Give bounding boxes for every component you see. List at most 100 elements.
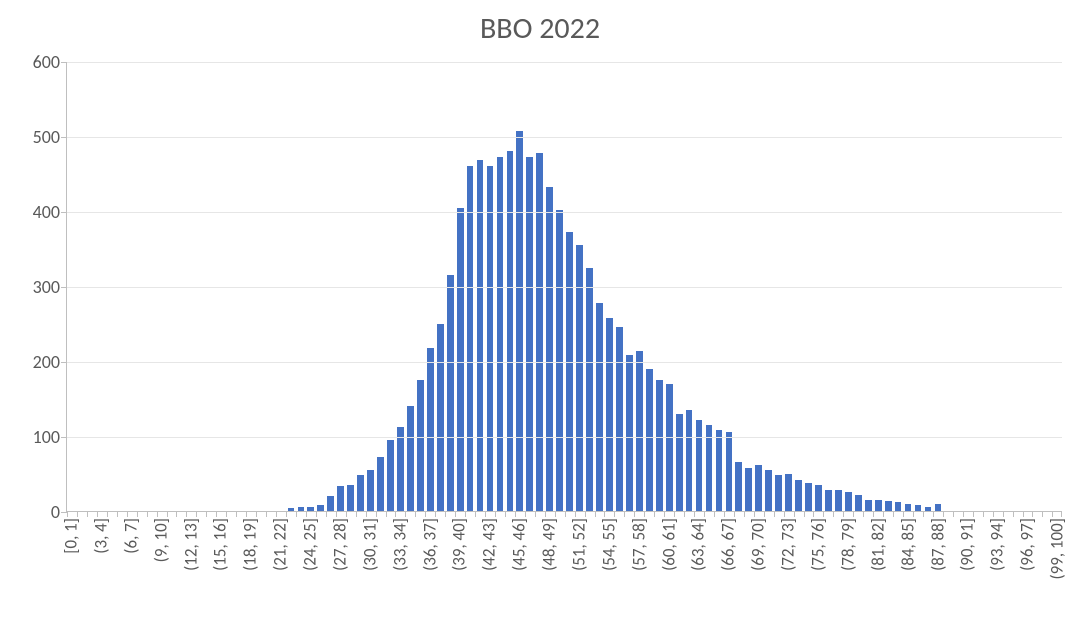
x-tick-mark [77,511,78,517]
plot-area [66,62,1062,512]
x-tick-mark [1032,511,1033,517]
bar [317,505,324,511]
bar [367,470,374,511]
x-tick-label: (42, 43] [479,518,500,571]
x-tick-mark [634,511,635,517]
bar [546,187,553,511]
x-tick-mark [515,511,516,517]
x-tick-mark [843,511,844,517]
x-tick-label: (96, 97] [1017,518,1038,571]
x-tick-mark [734,511,735,517]
x-tick-mark [196,511,197,517]
x-tick-mark [286,511,287,517]
bar [298,507,305,512]
x-tick-mark [176,511,177,517]
x-tick-mark [316,511,317,517]
x-tick-mark [276,511,277,517]
bar [716,430,723,511]
bar [915,505,922,511]
bar [457,208,464,511]
x-tick-mark [724,511,725,517]
x-tick-label: (18, 19] [240,518,261,571]
x-tick-mark [714,511,715,517]
bar [726,432,733,511]
x-tick-mark [963,511,964,517]
y-tick-label: 300 [8,276,60,298]
bar [666,384,673,512]
x-tick-mark [1003,511,1004,517]
bar [735,462,742,511]
bar [357,475,364,511]
y-tick-label: 400 [8,201,60,223]
x-tick-mark [674,511,675,517]
x-tick-mark [684,511,685,517]
x-tick-mark [67,511,68,517]
x-tick-mark [754,511,755,517]
bar [536,153,543,512]
gridline [67,362,1062,363]
bar [696,420,703,512]
x-tick-label: (57, 58] [628,518,649,571]
x-tick-mark [445,511,446,517]
x-tick-label: (9, 10] [150,518,171,562]
x-tick-label: (12, 13] [180,518,201,571]
bar [676,414,683,512]
x-tick-label: (36, 37] [419,518,440,571]
x-tick-label: (21, 22] [270,518,291,571]
x-tick-label: (6, 7] [120,518,141,554]
x-tick-mark [186,511,187,517]
x-tick-mark [167,511,168,517]
gridline [67,437,1062,438]
bar [646,369,653,512]
y-tick-mark [61,362,67,363]
bar [825,490,832,511]
x-tick-mark [206,511,207,517]
x-tick-mark [535,511,536,517]
x-tick-mark [644,511,645,517]
x-tick-label: (54, 55] [598,518,619,571]
x-tick-mark [465,511,466,517]
bar [467,166,474,511]
x-tick-mark [485,511,486,517]
bar [686,410,693,511]
x-tick-label: (99, 100] [1047,518,1068,580]
bar [745,468,752,512]
x-tick-mark [813,511,814,517]
x-tick-mark [127,511,128,517]
y-tick-mark [61,287,67,288]
x-tick-mark [764,511,765,517]
bar [795,480,802,512]
x-tick-mark [585,511,586,517]
x-tick-mark [983,511,984,517]
gridline [67,62,1062,63]
bar [885,501,892,512]
x-tick-mark [873,511,874,517]
bar [865,500,872,511]
x-tick-label: (51, 52] [568,518,589,571]
x-tick-label: (81, 82] [867,518,888,571]
x-tick-mark [1061,511,1062,517]
x-tick-label: (90, 91] [957,518,978,571]
y-tick-label: 500 [8,126,60,148]
x-tick-label: (45, 46] [509,518,530,571]
x-tick-label: (87, 88] [927,518,948,571]
x-tick-mark [853,511,854,517]
bar [337,486,344,511]
y-tick-label: 200 [8,351,60,373]
x-tick-mark [903,511,904,517]
x-tick-mark [545,511,546,517]
x-tick-mark [296,511,297,517]
x-tick-mark [266,511,267,517]
x-tick-mark [415,511,416,517]
x-tick-label: (39, 40] [449,518,470,571]
x-tick-mark [356,511,357,517]
x-tick-mark [565,511,566,517]
x-tick-label: (60, 61] [658,518,679,571]
x-tick-mark [933,511,934,517]
x-tick-mark [614,511,615,517]
bar [586,268,593,511]
x-tick-mark [863,511,864,517]
x-tick-mark [893,511,894,517]
y-tick-label: 600 [8,51,60,73]
x-tick-mark [744,511,745,517]
